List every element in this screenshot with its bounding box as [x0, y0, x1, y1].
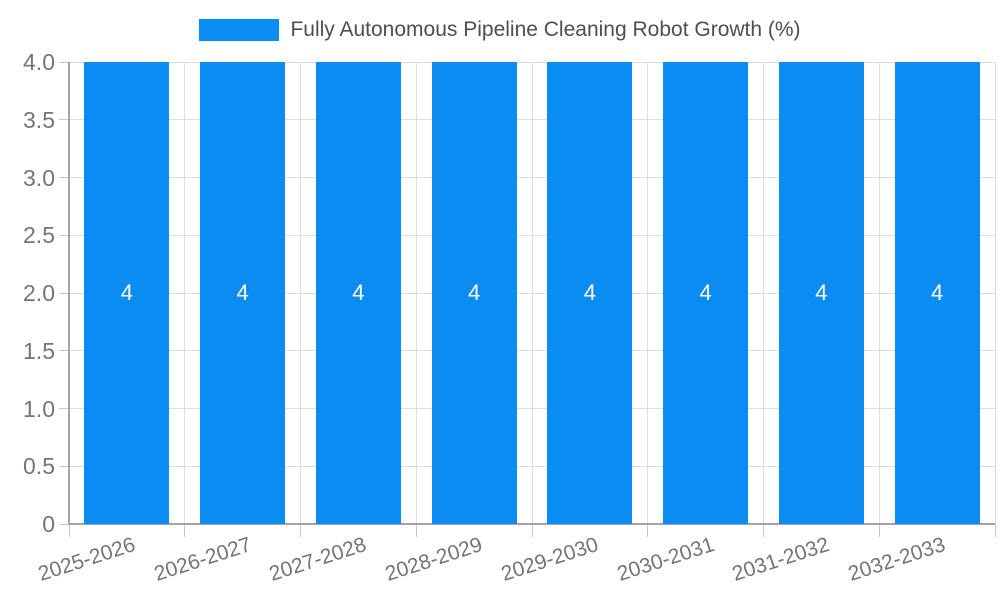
legend-item[interactable]: Fully Autonomous Pipeline Cleaning Robot…	[0, 18, 1000, 42]
y-tick-label: 2.0	[23, 280, 55, 306]
bar-value-label: 4	[120, 280, 133, 305]
gridline-vertical	[531, 62, 533, 524]
gridline-vertical	[300, 62, 301, 524]
y-axis-line	[68, 62, 70, 525]
gridline-vertical	[763, 62, 764, 524]
bar-value-label: 4	[583, 280, 596, 305]
bar-value-label: 4	[699, 280, 712, 305]
bar: 4	[315, 62, 401, 524]
gridline-vertical	[184, 62, 186, 524]
bar: 4	[663, 62, 749, 524]
bar: 4	[894, 62, 980, 524]
gridline-vertical	[415, 62, 417, 524]
y-tick-mark	[59, 234, 69, 236]
x-tick-mark	[994, 524, 996, 537]
x-tick-mark	[878, 524, 880, 537]
y-tick-mark	[59, 465, 69, 467]
x-tick-mark	[531, 524, 533, 537]
bar: 4	[84, 62, 170, 524]
gridline-vertical	[878, 62, 880, 524]
y-tick-label: 0	[42, 511, 55, 537]
bar-value-label: 4	[815, 280, 828, 305]
legend-swatch	[199, 19, 280, 41]
y-tick-label: 4.0	[23, 49, 55, 75]
y-tick-mark	[59, 292, 69, 294]
x-tick-mark	[184, 524, 186, 537]
bar-value-label: 4	[468, 280, 481, 305]
y-tick-mark	[59, 350, 69, 352]
x-tick-mark	[300, 524, 301, 537]
bar: 4	[547, 62, 633, 524]
y-tick-mark	[59, 523, 69, 525]
x-axis-line	[69, 523, 995, 525]
x-tick-mark	[415, 524, 417, 537]
bar-value-label: 4	[931, 280, 944, 305]
gridline-vertical	[994, 62, 996, 524]
x-tick-mark	[68, 524, 70, 537]
y-tick-label: 1.0	[23, 395, 55, 422]
bar: 4	[778, 62, 864, 524]
y-tick-mark	[59, 408, 69, 409]
bar: 4	[431, 62, 517, 524]
x-tick-mark	[763, 524, 764, 537]
gridline-vertical	[647, 62, 649, 524]
bar-value-label: 4	[352, 280, 365, 305]
y-tick-label: 3.5	[23, 106, 55, 133]
y-tick-mark	[59, 177, 69, 178]
bar-value-label: 4	[236, 280, 249, 305]
y-tick-label: 0.5	[23, 453, 55, 480]
y-tick-label: 2.5	[23, 222, 55, 249]
x-tick-mark	[647, 524, 649, 537]
y-tick-label: 1.5	[23, 337, 55, 364]
legend-label: Fully Autonomous Pipeline Cleaning Robot…	[290, 18, 801, 41]
bar: 4	[200, 62, 286, 524]
y-tick-label: 3.0	[23, 164, 55, 191]
y-tick-mark	[59, 119, 69, 121]
y-tick-mark	[59, 61, 69, 63]
